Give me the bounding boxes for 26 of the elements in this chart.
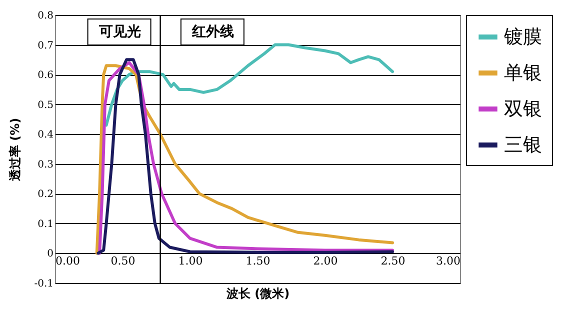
x-axis-title: 波长 (微米) — [225, 286, 290, 300]
y-tick-label: 0.7 — [38, 40, 54, 52]
legend-label: 单银 — [504, 62, 542, 84]
line-series — [104, 43, 394, 127]
x-tick-label: 0.00 — [56, 254, 80, 268]
y-tick-label: 0 — [47, 248, 54, 260]
y-tick-label: 0.5 — [38, 100, 54, 111]
legend-label: 镀膜 — [503, 26, 542, 48]
annotation: 可见光 — [98, 24, 141, 40]
legend-label: 双银 — [504, 98, 542, 120]
legend-label: 三银 — [504, 134, 542, 156]
x-tick-label: 2.50 — [380, 254, 406, 268]
y-axis-title: 透过率 (%) — [8, 118, 22, 182]
x-tick-label: 0.50 — [110, 254, 136, 268]
x-tick-label: 1.50 — [246, 254, 270, 268]
annotation: 红外线 — [190, 24, 234, 40]
x-tick-label: 2.00 — [313, 254, 338, 268]
x-tick-label: 3.00 — [436, 254, 460, 268]
y-tick-label: 0.8 — [38, 10, 54, 22]
y-tick-label: 0.1 — [38, 218, 54, 230]
y-tick-label: 0.2 — [38, 189, 54, 200]
y-tick-label: 0.6 — [38, 70, 54, 82]
y-tick-label: 0.3 — [38, 159, 54, 170]
x-tick-label: 1.00 — [178, 254, 203, 268]
y-tick-label: -0.1 — [34, 278, 54, 290]
y-tick-label: 0.4 — [38, 130, 54, 141]
